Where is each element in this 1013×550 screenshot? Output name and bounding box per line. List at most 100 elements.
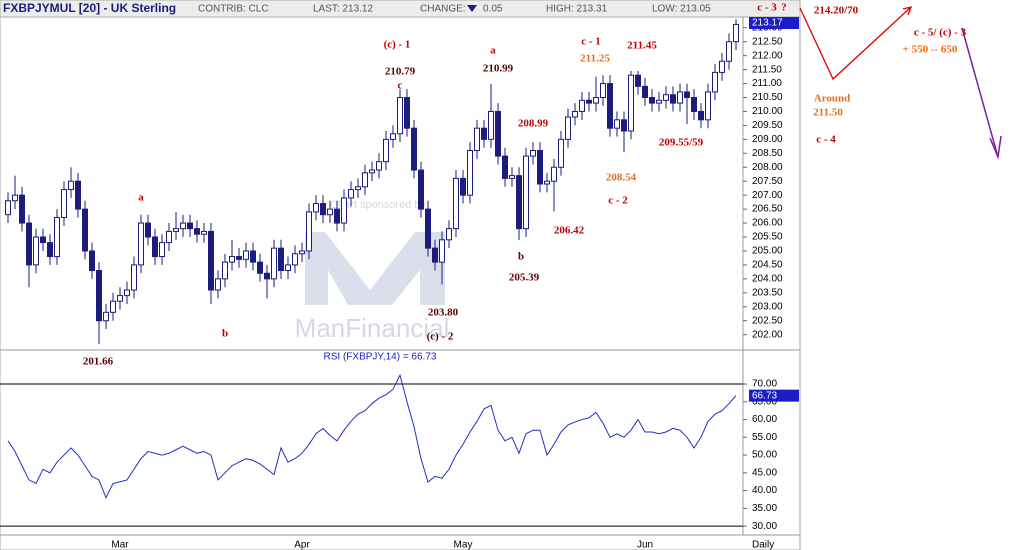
y-tick-label: 209.50: [752, 120, 783, 131]
sponsor: Chart sponsored by: [330, 199, 426, 211]
rsi-line: [7, 373, 737, 499]
annotation: c: [398, 80, 403, 92]
candle-body: [446, 228, 452, 241]
y-tick-label: 35.00: [752, 503, 777, 514]
candle-body: [47, 242, 53, 258]
y-tick-label: 208.50: [752, 148, 783, 159]
y-tick-label: 206.50: [752, 204, 783, 215]
candle-body: [222, 261, 228, 280]
y-tick-label: 203.50: [752, 287, 783, 298]
y-tick-label: 209.00: [752, 134, 783, 145]
annotation: 203.80: [428, 307, 459, 319]
y-tick-label: 204.00: [752, 273, 783, 284]
candle-body: [369, 169, 375, 174]
y-tick-label: 30.00: [752, 521, 777, 532]
x-tick-label: Apr: [294, 540, 310, 550]
y-tick-label: 45.00: [752, 467, 777, 478]
annotation: c - 4: [816, 134, 836, 146]
candle-body: [250, 250, 256, 263]
y-tick-label: 212.50: [752, 36, 783, 47]
annotation: 206.42: [554, 225, 585, 237]
candle-body: [390, 133, 396, 140]
candle-body: [26, 222, 32, 266]
candle-body: [243, 250, 249, 260]
candle-body: [180, 222, 186, 230]
y-tick-label: 210.00: [752, 106, 783, 117]
y-tick-label: 205.50: [752, 232, 783, 243]
candle-body: [138, 222, 144, 266]
projection-line: [799, 7, 911, 81]
candle-body: [642, 85, 648, 99]
candle-body: [565, 116, 571, 140]
candle-body: [509, 175, 515, 179]
annotation: Around: [814, 93, 850, 105]
candle-body: [201, 230, 207, 235]
candle-body: [103, 311, 109, 322]
candle-body: [131, 264, 137, 291]
annotation: 205.39: [509, 272, 540, 284]
low: LOW: 213.05: [652, 4, 711, 15]
annotation: c - 5/ (c) - 3: [914, 27, 967, 39]
candle-body: [194, 228, 200, 235]
candle-body: [173, 228, 179, 232]
y-tick-label: 211.00: [752, 78, 782, 89]
arrow-head: [989, 135, 1002, 160]
annotation: 210.99: [483, 63, 514, 75]
candle-body: [187, 222, 193, 230]
y-tick-label: 202.00: [752, 329, 783, 340]
candle-body: [278, 247, 284, 271]
candle-body: [558, 138, 564, 168]
candle-body: [516, 175, 522, 230]
frame: [0, 16, 801, 550]
candle-body: [376, 161, 382, 171]
candle-body: [523, 155, 529, 230]
candle-body: [271, 247, 277, 280]
candle-body: [544, 180, 550, 185]
candle-body: [467, 150, 473, 196]
candle-body: [621, 119, 627, 132]
value-tag-label: 213.17: [752, 18, 783, 29]
projection-line: [961, 27, 999, 158]
y-tick-label: 211.50: [752, 64, 782, 75]
candle-body: [404, 97, 410, 129]
logo: [305, 232, 445, 305]
candle-body: [733, 23, 739, 43]
y-tick-label: 70.00: [752, 379, 777, 390]
candle-body: [320, 203, 326, 216]
annotation: 201.66: [83, 356, 114, 368]
annotation: 214.20/70: [814, 5, 859, 17]
annotation: 209.55/59: [659, 137, 704, 149]
y-tick-label: 210.50: [752, 92, 783, 103]
candle-body: [159, 242, 165, 258]
y-tick-label: 206.00: [752, 218, 783, 229]
candle-body: [425, 208, 431, 249]
candle-body: [166, 230, 172, 244]
candle-body: [656, 99, 662, 104]
y-tick-label: 40.00: [752, 485, 777, 496]
change: 0.05: [483, 4, 503, 15]
candle-body: [481, 127, 487, 140]
candle-body: [586, 99, 592, 104]
y-tick-label: 208.00: [752, 162, 783, 173]
last: LAST: 213.12: [313, 4, 373, 15]
candle-body: [635, 74, 641, 87]
annotation: 208.54: [606, 172, 637, 184]
candle-body: [453, 177, 459, 230]
value-tag-label: 66.73: [752, 390, 777, 401]
candle-body: [579, 99, 585, 112]
candle-body: [257, 261, 263, 274]
x-tick-label: May: [454, 540, 473, 550]
annotation: 211.50: [813, 107, 843, 119]
annotation: b: [518, 251, 524, 263]
candle-body: [61, 189, 67, 218]
candle-body: [495, 110, 501, 157]
annotation: (c) - 2: [427, 331, 454, 343]
annotation: 211.45: [627, 40, 657, 52]
candle-body: [726, 41, 732, 62]
candle-body: [628, 74, 634, 132]
candle-body: [152, 236, 158, 258]
candle-body: [82, 208, 88, 252]
candle-body: [572, 110, 578, 118]
down-arrow: [467, 5, 477, 12]
